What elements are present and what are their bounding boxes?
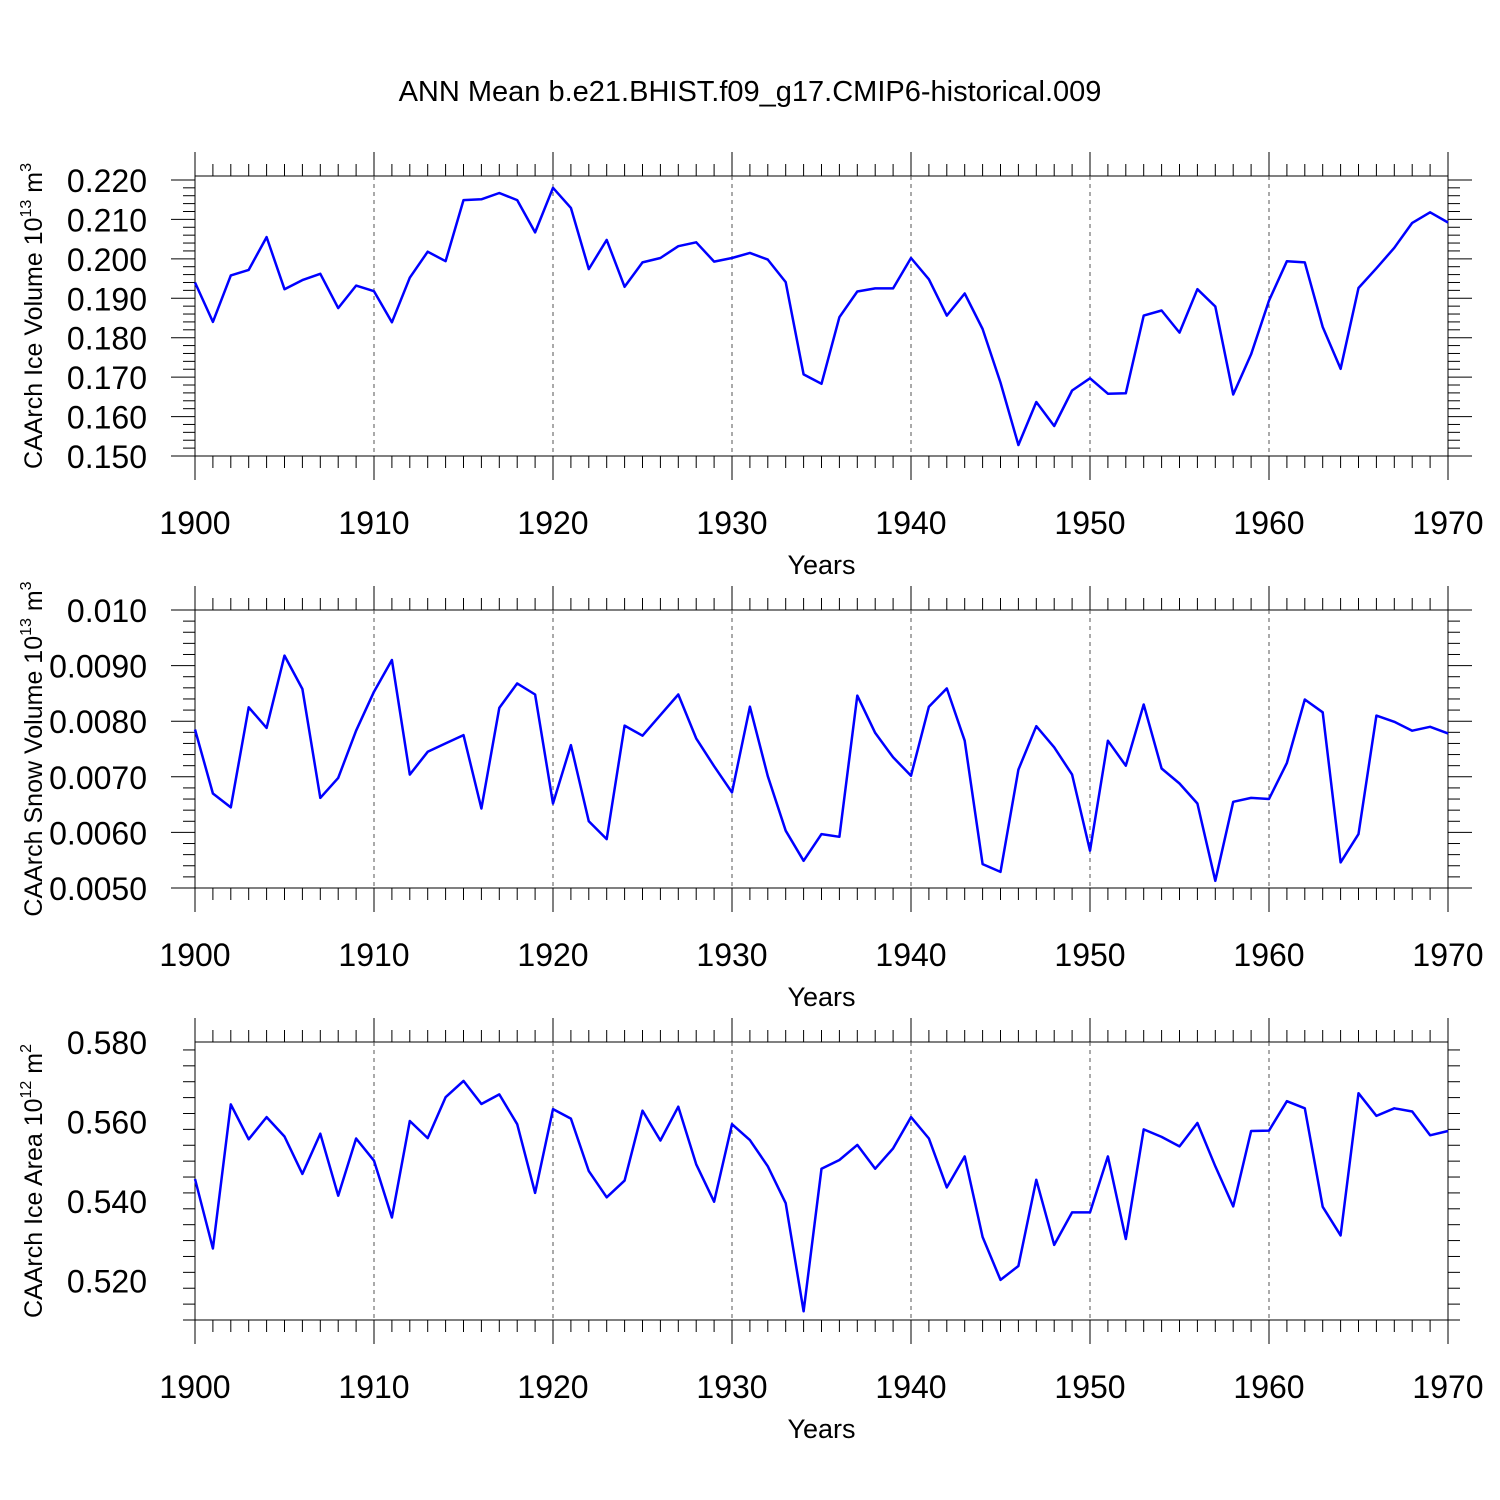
- y-tick-label: 0.210: [67, 202, 147, 238]
- x-tick-label: 1960: [1233, 505, 1304, 541]
- x-tick-label: 1910: [338, 505, 409, 541]
- x-tick-label: 1950: [1054, 937, 1125, 973]
- x-tick-label: 1930: [696, 1369, 767, 1405]
- y-tick-label: 0.520: [67, 1263, 147, 1299]
- y-tick-label: 0.0070: [49, 760, 147, 796]
- y-axis-label-text: CAArch Ice Area 10: [20, 1098, 48, 1318]
- y-tick-label: 0.160: [67, 400, 147, 436]
- x-tick-label: 1970: [1412, 1369, 1483, 1405]
- series-line-3: [193, 1079, 1449, 1313]
- y-tick-label: 0.0080: [49, 704, 147, 740]
- x-axis-label: Years: [787, 1414, 855, 1444]
- x-tick-label: 1970: [1412, 937, 1483, 973]
- y-tick-label: 0.010: [67, 593, 147, 629]
- y-axis-label-superscript: 12: [18, 1081, 35, 1099]
- y-tick-label: 0.0050: [49, 871, 147, 907]
- x-tick-label: 1920: [517, 505, 588, 541]
- y-tick-label: 0.0090: [49, 649, 147, 685]
- y-axis-label-superscript: 2: [18, 1044, 35, 1053]
- plot-frame-3: [194, 1041, 1449, 1321]
- y-axis-label-text: m: [20, 590, 48, 618]
- x-tick-label: 1900: [159, 505, 230, 541]
- y-tick-label: 0.200: [67, 242, 147, 278]
- x-tick-label: 1940: [875, 1369, 946, 1405]
- x-tick-label: 1930: [696, 937, 767, 973]
- x-tick-label: 1900: [159, 1369, 230, 1405]
- x-tick-label: 1950: [1054, 505, 1125, 541]
- y-axis-label: CAArch Ice Volume 1013 m3: [18, 163, 48, 469]
- x-tick-label: 1910: [338, 1369, 409, 1405]
- plot-frame-1: [194, 175, 1449, 457]
- y-axis-label-superscript: 13: [18, 618, 35, 636]
- y-axis-label-text: CAArch Ice Volume 10: [20, 217, 48, 469]
- x-tick-label: 1930: [696, 505, 767, 541]
- y-tick-label: 0.220: [67, 163, 147, 199]
- x-tick-label: 1940: [875, 505, 946, 541]
- y-axis-label-superscript: 13: [18, 200, 35, 218]
- x-tick-label: 1960: [1233, 937, 1304, 973]
- x-tick-label: 1900: [159, 937, 230, 973]
- series-line-2: [193, 654, 1449, 883]
- x-tick-label: 1940: [875, 937, 946, 973]
- series-line-1: [193, 186, 1449, 447]
- y-axis-label-text: m: [20, 172, 48, 200]
- y-axis-label-superscript: 3: [18, 581, 35, 590]
- y-tick-label: 0.180: [67, 321, 147, 357]
- y-tick-label: 0.580: [67, 1025, 147, 1061]
- x-axis-label: Years: [787, 550, 855, 580]
- x-tick-label: 1950: [1054, 1369, 1125, 1405]
- x-tick-label: 1960: [1233, 1369, 1304, 1405]
- plot-frame-2: [194, 609, 1449, 889]
- x-tick-label: 1920: [517, 1369, 588, 1405]
- y-axis-label: CAArch Ice Area 1012 m2: [18, 1044, 48, 1318]
- y-tick-label: 0.540: [67, 1184, 147, 1220]
- y-tick-label: 0.0060: [49, 815, 147, 851]
- y-tick-label: 0.560: [67, 1104, 147, 1140]
- y-axis-label: CAArch Snow Volume 1013 m3: [18, 581, 48, 916]
- y-tick-label: 0.190: [67, 281, 147, 317]
- y-axis-label-text: CAArch Snow Volume 10: [20, 636, 48, 917]
- y-axis-label-superscript: 3: [18, 163, 35, 172]
- x-tick-label: 1920: [517, 937, 588, 973]
- chart-title: ANN Mean b.e21.BHIST.f09_g17.CMIP6-histo…: [398, 76, 1102, 108]
- y-axis-label-text: m: [20, 1053, 48, 1081]
- y-tick-label: 0.150: [67, 439, 147, 475]
- x-axis-label: Years: [787, 982, 855, 1012]
- y-tick-label: 0.170: [67, 360, 147, 396]
- x-tick-label: 1970: [1412, 505, 1483, 541]
- x-tick-label: 1910: [338, 937, 409, 973]
